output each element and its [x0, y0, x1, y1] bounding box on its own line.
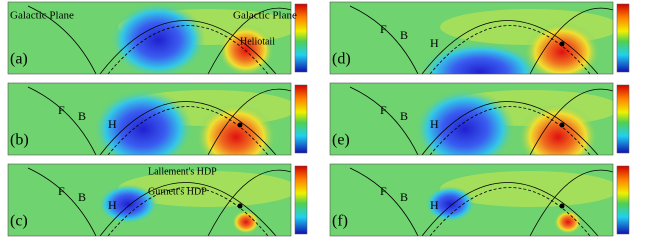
annotation: F — [380, 22, 387, 36]
low-region — [415, 89, 515, 155]
dashed-curve — [107, 106, 269, 155]
panel: (c) F B H Lallement's HDP Gurnett's HDP — [7, 163, 308, 237]
annotation: F — [380, 184, 387, 198]
map-frame — [7, 163, 292, 237]
curve — [349, 5, 419, 74]
marker — [559, 203, 565, 209]
panel: (a) Galactic Plane Galactic Plane Heliotail — [7, 1, 308, 75]
annotation: Gurnett's HDP — [148, 186, 207, 197]
dashed-curve — [429, 25, 591, 74]
annotation: B — [78, 190, 86, 204]
high-region — [524, 22, 600, 74]
yellow-band — [118, 171, 291, 207]
panel-label: (b) — [10, 132, 29, 149]
annotation: Lallement's HDP — [148, 166, 217, 177]
curve — [349, 167, 419, 236]
curve — [99, 101, 277, 155]
curve — [349, 86, 419, 155]
dashed-curve — [107, 187, 269, 236]
annotation: F — [58, 184, 65, 198]
yellow-band — [440, 171, 613, 207]
marker — [559, 41, 565, 47]
annotation: F — [380, 103, 387, 117]
curve — [27, 167, 97, 236]
map — [8, 83, 291, 155]
panel: (d) F B H — [329, 1, 630, 75]
annotation: B — [400, 190, 408, 204]
annotation: B — [400, 28, 408, 42]
panel-label: (f) — [332, 213, 348, 230]
annotation: B — [400, 109, 408, 123]
high-region — [232, 210, 260, 234]
colorbar — [294, 165, 308, 235]
curve — [99, 182, 277, 236]
low-region — [110, 2, 206, 74]
dashed-curve — [107, 25, 269, 74]
map — [330, 164, 613, 236]
high-region — [518, 103, 598, 155]
curve — [421, 182, 599, 236]
map — [330, 83, 613, 155]
panel: (f) F B H — [329, 163, 630, 237]
dashed-curve — [429, 106, 591, 155]
marker — [237, 122, 243, 128]
panel-label: (d) — [332, 51, 351, 68]
annotation: F — [58, 103, 65, 117]
panel: (b) F B H — [7, 82, 308, 156]
map-frame — [329, 163, 614, 237]
map — [8, 164, 291, 236]
panel: (e) F B H — [329, 82, 630, 156]
panel-label: (e) — [332, 132, 350, 149]
curve — [27, 86, 97, 155]
annotation: H — [430, 117, 439, 131]
curve — [207, 88, 291, 155]
low-region — [93, 89, 193, 155]
high-region — [554, 210, 582, 234]
low-region — [98, 184, 158, 224]
annotation: H — [430, 36, 439, 50]
colorbar — [616, 84, 630, 154]
curve — [421, 20, 599, 74]
map-frame — [329, 1, 614, 75]
annotation: H — [108, 117, 117, 131]
annotation: Heliotail — [240, 36, 275, 47]
marker — [559, 122, 565, 128]
annotation: H — [108, 198, 117, 212]
dashed-curve — [429, 187, 591, 236]
annotation: Galactic Plane — [233, 10, 297, 22]
colorbar — [616, 3, 630, 73]
map — [330, 2, 613, 74]
curve — [99, 20, 277, 74]
annotation: B — [78, 109, 86, 123]
colorbar — [294, 84, 308, 154]
curve — [27, 5, 97, 74]
map-frame — [7, 82, 292, 156]
colorbar — [294, 3, 308, 73]
high-region — [196, 103, 276, 155]
marker — [237, 203, 243, 209]
annotation: Galactic Plane — [10, 10, 74, 22]
low-region — [425, 186, 475, 222]
annotation: H — [430, 198, 439, 212]
map-frame — [329, 82, 614, 156]
curve — [529, 7, 613, 74]
curve — [421, 101, 599, 155]
colorbar — [616, 165, 630, 235]
curve — [207, 169, 291, 236]
panel-label: (a) — [10, 51, 28, 68]
curve — [529, 88, 613, 155]
low-region — [420, 42, 540, 74]
map-frame — [7, 1, 292, 75]
panel-label: (c) — [10, 213, 28, 230]
curve — [529, 169, 613, 236]
map — [8, 2, 291, 74]
curve — [207, 7, 291, 74]
